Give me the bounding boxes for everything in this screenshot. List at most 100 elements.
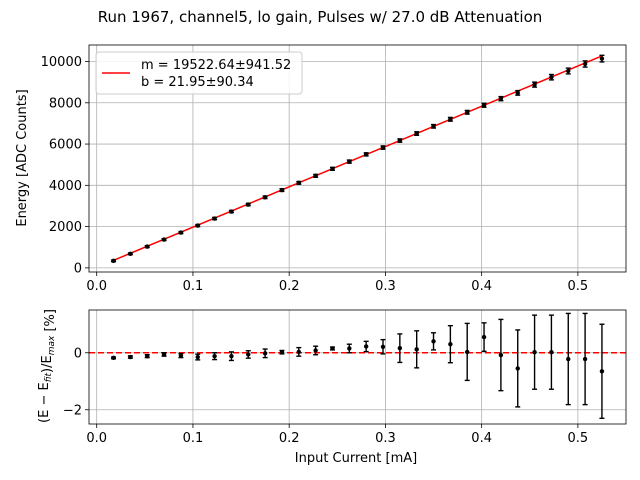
marker [431,124,436,129]
x-tick: 0.0 [86,424,107,446]
marker [549,74,554,80]
data-point [279,349,285,355]
marker [313,173,318,179]
y-tick-label: 0 [74,261,82,276]
y-tick: 6000 [49,138,89,153]
x-tick-label: 0.5 [568,279,589,294]
top-y-axis-label: Energy [ADC Counts] [15,89,30,226]
data-point [498,95,504,102]
x-tick: 0.4 [471,424,492,446]
marker [414,347,419,352]
data-point [582,60,588,68]
marker [128,354,133,360]
plot-frame [88,44,627,273]
y-tick-label: 4000 [49,179,82,194]
data-point [464,322,470,382]
x-tick: 0.1 [183,424,204,446]
fit-line [113,55,603,262]
marker [566,356,571,362]
marker [498,96,504,101]
y-tick: 0 [74,261,89,276]
marker [347,346,352,351]
marker [229,353,234,359]
marker [532,349,537,355]
marker [397,138,403,143]
data-point [178,230,184,235]
data-point [380,338,386,355]
y-tick-label: −2 [63,403,82,418]
x-tick-label: 0.0 [86,431,107,446]
y-tick: 10000 [41,55,89,70]
data-point [447,116,453,122]
marker [178,230,184,235]
marker [330,346,335,351]
marker [599,369,605,374]
data-point [397,138,403,143]
x-tick-label: 0.4 [471,431,492,446]
data-point [161,352,167,357]
data-point [431,123,437,129]
marker [279,349,285,355]
x-tick-label: 0.3 [375,431,396,446]
x-tick-label: 0.1 [183,431,204,446]
x-tick: 0.2 [279,424,300,446]
data-point [414,330,420,369]
data-point [212,216,218,221]
legend-box [95,51,303,95]
x-tick: 0.2 [279,272,300,294]
data-point [599,323,605,419]
data-point [279,187,285,193]
data-point [144,353,150,359]
x-tick-label: 0.0 [86,279,107,294]
data-point [127,251,133,257]
marker [448,117,453,122]
data-point [329,166,335,172]
data-point [565,67,571,75]
marker [380,145,386,150]
marker [145,353,150,359]
data-point [565,312,571,406]
data-point [498,318,504,392]
marker [363,152,369,157]
legend: m = 19522.64±941.52 b = 21.95±90.34 [95,51,303,95]
y-tick: 4000 [49,179,89,194]
y-tick-label: 8000 [49,96,82,111]
marker [363,344,369,349]
data-point [195,353,201,361]
marker [296,349,301,355]
data-point [582,312,588,406]
y-tick-label: 0 [74,346,82,361]
data-point [481,322,487,353]
data-point [464,109,470,115]
marker [532,82,537,87]
x-axis-label: Input Current [mA] [295,451,417,466]
data-point [532,81,538,88]
marker [128,251,133,257]
data-point [599,54,605,63]
legend-slope-text: m = 19522.64±941.52 [141,58,291,73]
data-point [195,223,201,228]
x-tick: 0.3 [375,272,396,294]
data-point [228,351,234,362]
marker [178,353,184,358]
data-point [262,195,268,200]
marker [599,56,605,61]
data-point [161,237,167,242]
plot-frame [88,309,627,425]
marker [481,103,487,108]
data-point [262,348,268,359]
marker [582,356,588,362]
data-point [245,350,251,359]
x-tick-label: 0.5 [568,431,589,446]
x-tick: 0.1 [183,272,203,294]
data-point [329,346,335,351]
marker [313,348,318,353]
marker [431,339,436,344]
marker [397,345,403,351]
x-tick-label: 0.4 [471,279,492,294]
x-tick: 0.0 [86,272,107,294]
data-point [111,355,117,361]
data-point [447,324,453,364]
data-point [363,340,369,353]
data-point [346,159,352,164]
